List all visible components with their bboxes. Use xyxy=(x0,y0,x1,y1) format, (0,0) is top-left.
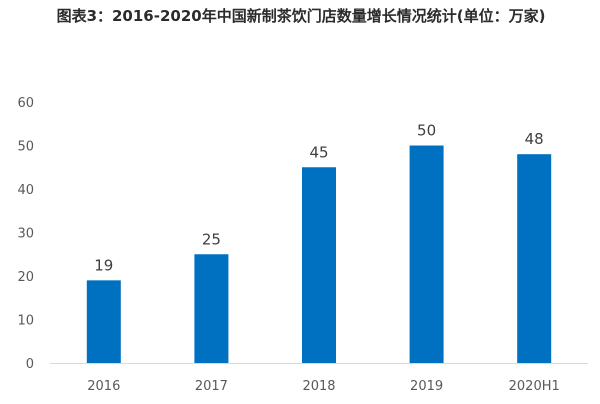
y-tick-label: 0 xyxy=(26,357,34,372)
bar-2020H1 xyxy=(517,154,552,363)
bar-2018 xyxy=(302,167,336,363)
bar-2016 xyxy=(86,280,121,363)
y-tick-label: 20 xyxy=(17,270,34,285)
y-tick-label: 60 xyxy=(17,96,34,111)
bar-2017 xyxy=(194,254,229,363)
y-tick-label: 10 xyxy=(17,314,34,329)
data-label: 25 xyxy=(202,230,221,248)
x-tick-label: 2018 xyxy=(302,379,335,394)
y-tick-label: 50 xyxy=(17,140,34,155)
data-label: 50 xyxy=(417,122,436,140)
data-label: 19 xyxy=(94,256,113,274)
x-tick-label: 2017 xyxy=(195,379,228,394)
data-label: 48 xyxy=(525,130,544,148)
data-label: 45 xyxy=(309,143,328,161)
bar-2019 xyxy=(409,145,444,363)
x-tick-label: 2016 xyxy=(87,379,120,394)
chart-title: 图表3：2016-2020年中国新制茶饮门店数量增长情况统计(单位：万家) xyxy=(56,7,546,25)
y-tick-label: 30 xyxy=(17,227,34,242)
y-tick-label: 40 xyxy=(17,183,34,198)
x-tick-label: 2020H1 xyxy=(509,379,560,394)
x-tick-label: 2019 xyxy=(410,379,443,394)
